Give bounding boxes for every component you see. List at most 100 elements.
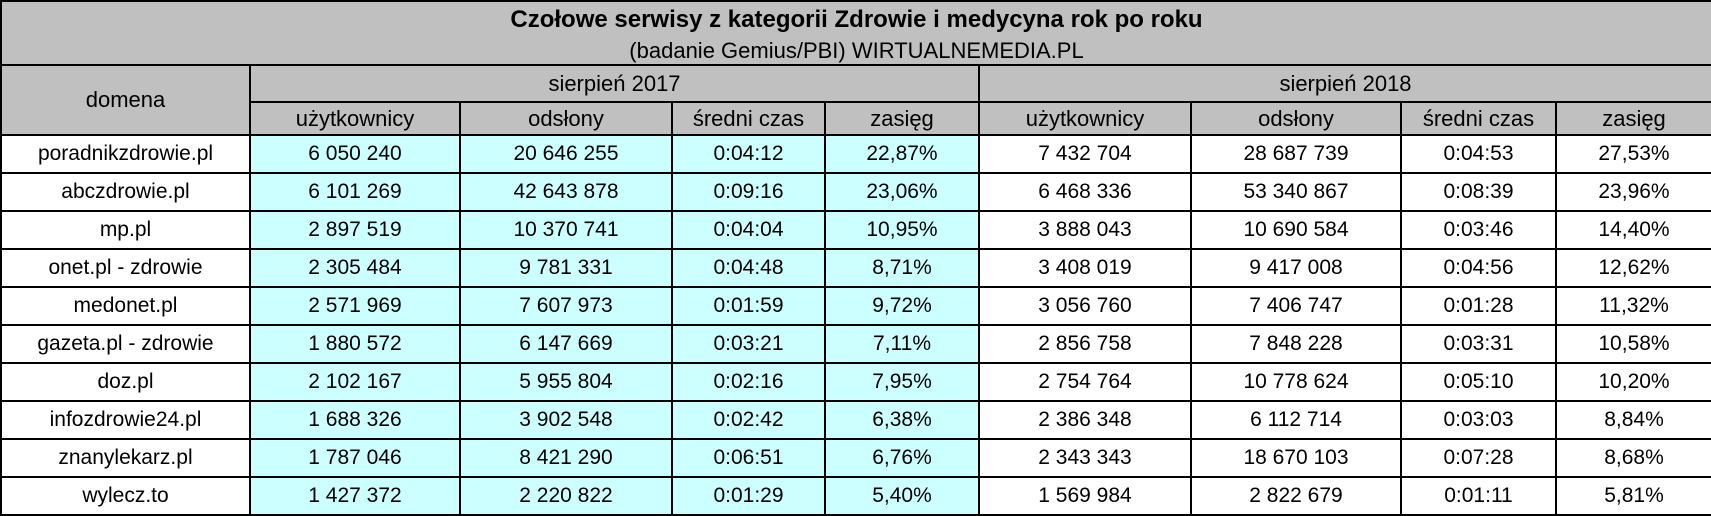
metric-header-row: użytkownicy odsłony średni czas zasięg u… xyxy=(1,101,1711,136)
value-cell: 0:04:04 xyxy=(671,210,826,250)
value-cell: 0:04:56 xyxy=(1400,248,1557,288)
value-cell: 3 902 548 xyxy=(459,400,673,440)
value-cell: 0:04:48 xyxy=(671,248,826,288)
domain-cell: mp.pl xyxy=(0,210,251,250)
value-cell: 2 343 343 xyxy=(978,438,1192,478)
column-header-sierpien-2018: sierpień 2018 xyxy=(978,64,1711,103)
value-cell: 3 888 043 xyxy=(978,210,1192,250)
value-cell: 23,96% xyxy=(1555,172,1711,212)
value-cell: 1 427 372 xyxy=(249,476,461,516)
value-cell: 22,87% xyxy=(824,134,980,174)
domain-cell: onet.pl - zdrowie xyxy=(0,248,251,288)
value-cell: 10,58% xyxy=(1555,324,1711,364)
value-cell: 2 856 758 xyxy=(978,324,1192,364)
value-cell: 2 754 764 xyxy=(978,362,1192,402)
value-cell: 6 050 240 xyxy=(249,134,461,174)
table-row: znanylekarz.pl 1 787 046 8 421 290 0:06:51 6… xyxy=(0,438,1711,478)
column-header-domena: domena xyxy=(0,64,251,136)
value-cell: 14,40% xyxy=(1555,210,1711,250)
table-header: Czołowe serwisy z kategorii Zdrowie i me… xyxy=(0,0,1711,136)
value-cell: 5 955 804 xyxy=(459,362,673,402)
value-cell: 5,81% xyxy=(1555,476,1711,516)
table-subtitle: (badanie Gemius/PBI) WIRTUALNEMEDIA.PL xyxy=(0,38,1711,66)
table-row: doz.pl 2 102 167 5 955 804 0:02:16 7,95% 2 75… xyxy=(0,362,1711,402)
table-body: poradnikzdrowie.pl 6 050 240 20 646 255 0:0… xyxy=(0,134,1711,516)
column-header-odslony-2017: odsłony xyxy=(459,101,673,136)
column-header-zasieg-2017: zasięg xyxy=(824,101,980,136)
value-cell: 0:03:31 xyxy=(1400,324,1557,364)
value-cell: 0:03:21 xyxy=(671,324,826,364)
value-cell: 0:04:53 xyxy=(1400,134,1557,174)
value-cell: 10 690 584 xyxy=(1190,210,1402,250)
column-header-sierpien-2017: sierpień 2017 xyxy=(249,64,980,103)
table-row: gazeta.pl - zdrowie 1 880 572 6 147 669 0:0… xyxy=(0,324,1711,364)
value-cell: 23,06% xyxy=(824,172,980,212)
value-cell: 20 646 255 xyxy=(459,134,673,174)
column-header-sredni-czas-2018: średni czas xyxy=(1400,101,1557,136)
value-cell: 18 670 103 xyxy=(1190,438,1402,478)
value-cell: 0:01:11 xyxy=(1400,476,1557,516)
subtitle-row: (badanie Gemius/PBI) WIRTUALNEMEDIA.PL xyxy=(0,38,1711,66)
value-cell: 12,62% xyxy=(1555,248,1711,288)
value-cell: 6 468 336 xyxy=(978,172,1192,212)
value-cell: 0:03:03 xyxy=(1400,400,1557,440)
value-cell: 2 386 348 xyxy=(978,400,1192,440)
value-cell: 2 305 484 xyxy=(249,248,461,288)
value-cell: 0:01:59 xyxy=(671,286,826,326)
value-cell: 2 897 519 xyxy=(249,210,461,250)
value-cell: 2 102 167 xyxy=(249,362,461,402)
value-cell: 5,40% xyxy=(824,476,980,516)
value-cell: 2 822 679 xyxy=(1190,476,1402,516)
value-cell: 0:03:46 xyxy=(1400,210,1557,250)
value-cell: 1 569 984 xyxy=(978,476,1192,516)
value-cell: 2 220 822 xyxy=(459,476,673,516)
value-cell: 7 432 704 xyxy=(978,134,1192,174)
domain-cell: medonet.pl xyxy=(0,286,251,326)
value-cell: 3 408 019 xyxy=(978,248,1192,288)
value-cell: 10,95% xyxy=(824,210,980,250)
value-cell: 10 370 741 xyxy=(459,210,673,250)
domain-cell: znanylekarz.pl xyxy=(0,438,251,478)
table-row: infozdrowie24.pl 1 688 326 3 902 548 0:02:4… xyxy=(0,400,1711,440)
table-row: abczdrowie.pl 6 101 269 42 643 878 0:09:16 2… xyxy=(0,172,1711,212)
value-cell: 42 643 878 xyxy=(459,172,673,212)
value-cell: 8,71% xyxy=(824,248,980,288)
value-cell: 10 778 624 xyxy=(1190,362,1402,402)
value-cell: 0:02:16 xyxy=(671,362,826,402)
value-cell: 6,38% xyxy=(824,400,980,440)
value-cell: 8,84% xyxy=(1555,400,1711,440)
value-cell: 6 101 269 xyxy=(249,172,461,212)
value-cell: 9,72% xyxy=(824,286,980,326)
value-cell: 0:01:28 xyxy=(1400,286,1557,326)
column-header-uzytkownicy-2018: użytkownicy xyxy=(978,101,1192,136)
title-row: Czołowe serwisy z kategorii Zdrowie i me… xyxy=(0,0,1711,38)
period-header-row: domena sierpień 2017 sierpień 2018 xyxy=(0,64,1711,136)
value-cell: 10,20% xyxy=(1555,362,1711,402)
value-cell: 0:08:39 xyxy=(1400,172,1557,212)
value-cell: 8 421 290 xyxy=(459,438,673,478)
value-cell: 3 056 760 xyxy=(978,286,1192,326)
domain-cell: poradnikzdrowie.pl xyxy=(0,134,251,174)
table-row: wylecz.to 1 427 372 2 220 822 0:01:29 5,40% 1… xyxy=(0,476,1711,516)
value-cell: 7 406 747 xyxy=(1190,286,1402,326)
domain-cell: infozdrowie24.pl xyxy=(0,400,251,440)
domain-cell: wylecz.to xyxy=(0,476,251,516)
value-cell: 2 571 969 xyxy=(249,286,461,326)
value-cell: 0:06:51 xyxy=(671,438,826,478)
value-cell: 0:09:16 xyxy=(671,172,826,212)
value-cell: 1 688 326 xyxy=(249,400,461,440)
value-cell: 27,53% xyxy=(1555,134,1711,174)
table-title: Czołowe serwisy z kategorii Zdrowie i me… xyxy=(0,0,1711,38)
value-cell: 9 417 008 xyxy=(1190,248,1402,288)
value-cell: 6 112 714 xyxy=(1190,400,1402,440)
domain-cell: gazeta.pl - zdrowie xyxy=(0,324,251,364)
value-cell: 0:05:10 xyxy=(1400,362,1557,402)
value-cell: 1 880 572 xyxy=(249,324,461,364)
value-cell: 11,32% xyxy=(1555,286,1711,326)
value-cell: 53 340 867 xyxy=(1190,172,1402,212)
domain-cell: doz.pl xyxy=(0,362,251,402)
column-header-uzytkownicy-2017: użytkownicy xyxy=(249,101,461,136)
table-row: mp.pl 2 897 519 10 370 741 0:04:04 10,95% 3 8… xyxy=(0,210,1711,250)
